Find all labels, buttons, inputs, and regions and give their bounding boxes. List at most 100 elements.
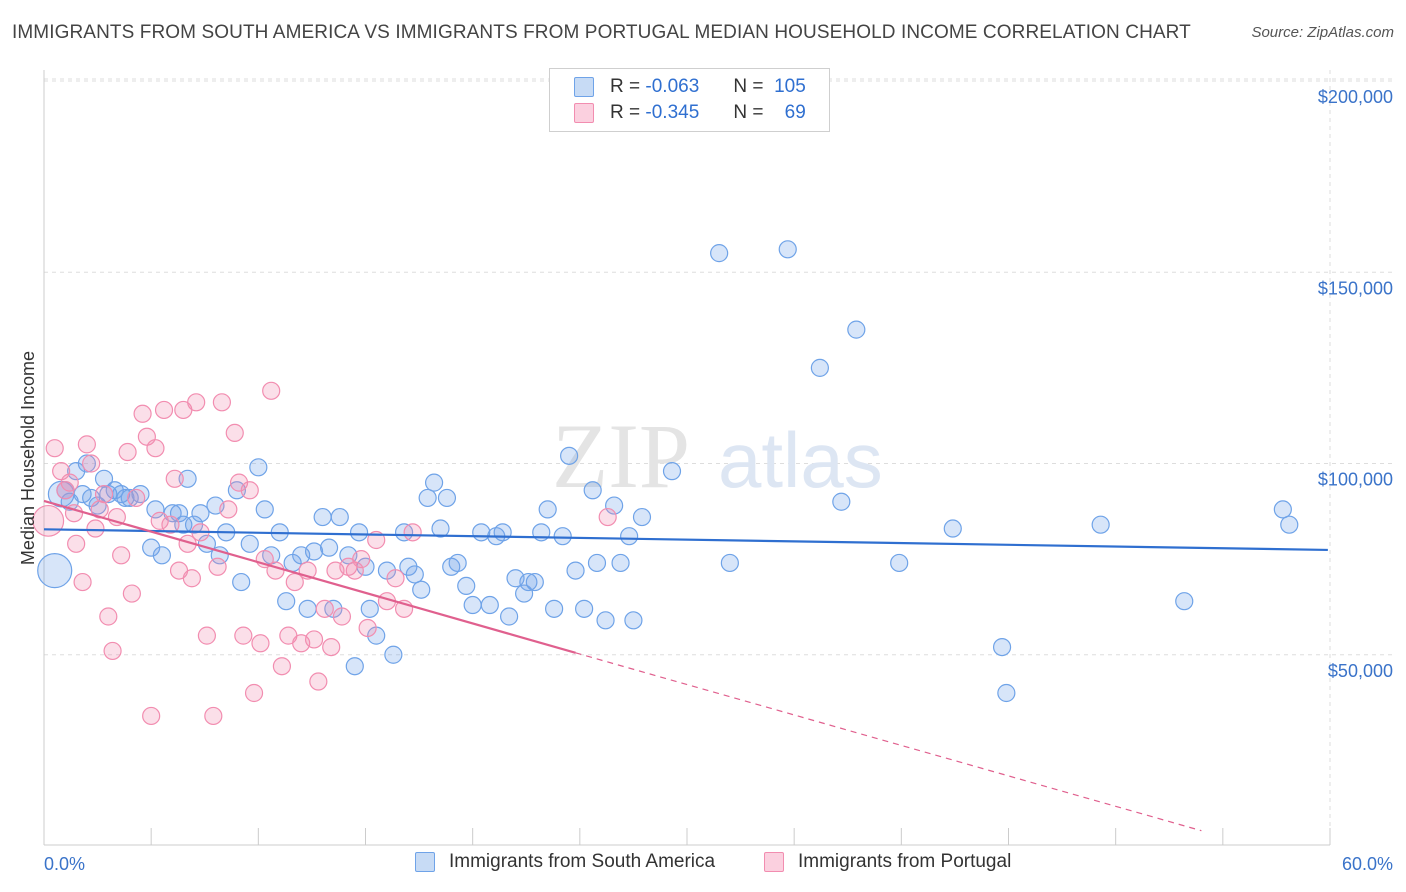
y-tick-label: $50,000 — [1328, 661, 1393, 681]
source-attribution: Source: ZipAtlas.com — [1251, 24, 1394, 41]
point-portugal — [386, 569, 405, 588]
point-south-america — [810, 358, 829, 377]
y-tick-label: $200,000 — [1318, 87, 1393, 107]
watermark: ZIP atlas — [552, 405, 883, 507]
watermark-atlas: atlas — [718, 416, 883, 504]
point-south-america — [992, 637, 1012, 657]
point-portugal — [358, 618, 377, 638]
point-south-america — [997, 683, 1016, 703]
point-south-america — [412, 580, 431, 599]
point-south-america — [500, 607, 519, 626]
point-south-america — [116, 488, 135, 508]
legend-r-value: -0.345 — [645, 102, 700, 123]
point-south-america — [360, 599, 379, 618]
series-swatch-portugal — [764, 852, 784, 872]
point-portugal — [262, 381, 281, 400]
x-tick-label: 60.0% — [1342, 854, 1393, 874]
point-south-america — [298, 599, 317, 618]
point-portugal — [77, 435, 96, 454]
point-south-america — [232, 572, 251, 592]
point-portugal — [225, 423, 244, 442]
watermark-zip: ZIP — [552, 405, 690, 507]
point-south-america — [319, 538, 339, 557]
point-south-america — [152, 546, 171, 565]
series-legend-south-america: Immigrants from South America — [415, 851, 715, 873]
y-axis-title: Median Household Income — [18, 351, 38, 565]
point-south-america — [77, 454, 96, 473]
point-portugal — [45, 439, 64, 458]
point-south-america — [480, 595, 499, 615]
point-portugal — [244, 683, 264, 703]
legend-n-value: 69 — [784, 102, 806, 123]
point-south-america — [611, 553, 630, 573]
point-portugal — [272, 657, 292, 676]
point-south-america — [575, 599, 594, 618]
point-south-america — [519, 572, 538, 592]
point-south-america — [313, 507, 332, 527]
point-portugal — [73, 572, 92, 592]
point-portugal — [94, 485, 114, 504]
point-south-america — [304, 542, 324, 561]
legend-r-label: R = — [610, 102, 641, 123]
point-south-america — [545, 599, 564, 618]
point-south-america — [437, 488, 457, 508]
point-south-america — [620, 527, 639, 546]
trend-line-south-america — [43, 528, 1328, 552]
point-portugal — [332, 607, 352, 626]
point-south-america — [37, 552, 73, 589]
point-south-america — [240, 534, 259, 553]
point-south-america — [448, 553, 467, 573]
point-portugal — [219, 500, 238, 519]
point-portugal — [146, 439, 165, 458]
series-legend-portugal: Immigrants from Portugal — [764, 851, 1011, 873]
point-portugal — [82, 454, 101, 473]
y-tick-label: $100,000 — [1318, 470, 1393, 490]
point-south-america — [191, 504, 210, 523]
point-south-america — [472, 523, 491, 542]
point-south-america — [1175, 592, 1194, 611]
point-portugal — [315, 599, 334, 618]
point-south-america — [560, 446, 579, 465]
point-south-america — [566, 561, 585, 580]
point-portugal — [322, 637, 341, 657]
point-portugal — [197, 626, 216, 645]
point-portugal — [86, 519, 105, 538]
point-portugal — [103, 641, 122, 661]
point-south-america — [596, 611, 615, 630]
trend-lines — [43, 499, 1328, 832]
legend-n-label: N = — [733, 102, 764, 123]
point-south-america — [515, 584, 534, 603]
legend-swatch-south-america — [574, 77, 594, 97]
point-south-america — [587, 553, 607, 573]
point-portugal — [127, 488, 146, 508]
point-south-america — [605, 496, 624, 515]
legend-r-value: -0.063 — [645, 76, 700, 97]
point-south-america — [418, 488, 437, 508]
series-label-south-america: Immigrants from South America — [449, 851, 716, 872]
point-south-america — [345, 657, 364, 676]
point-south-america — [525, 572, 544, 592]
point-portugal — [251, 634, 270, 653]
point-portugal — [67, 534, 86, 553]
point-south-america — [624, 611, 643, 630]
point-south-america — [146, 500, 165, 519]
point-south-america — [493, 523, 512, 542]
point-portugal — [182, 569, 201, 588]
point-south-america — [890, 553, 909, 573]
point-portugal — [99, 607, 118, 626]
correlation-legend: R = -0.063 N = 105 R = -0.345 N = 69 — [549, 68, 830, 132]
point-portugal — [60, 473, 79, 492]
point-portugal — [403, 523, 422, 542]
point-south-america — [847, 320, 866, 339]
point-south-america — [1091, 515, 1110, 534]
point-portugal — [212, 393, 231, 412]
legend-swatch-portugal — [574, 103, 594, 123]
point-south-america — [249, 458, 268, 477]
point-portugal — [150, 511, 169, 530]
point-south-america — [73, 485, 92, 504]
point-portugal — [161, 515, 180, 534]
point-south-america — [778, 240, 797, 259]
point-portugal — [352, 550, 371, 569]
y-tick-label: $150,000 — [1318, 278, 1393, 298]
point-south-america — [424, 473, 444, 492]
